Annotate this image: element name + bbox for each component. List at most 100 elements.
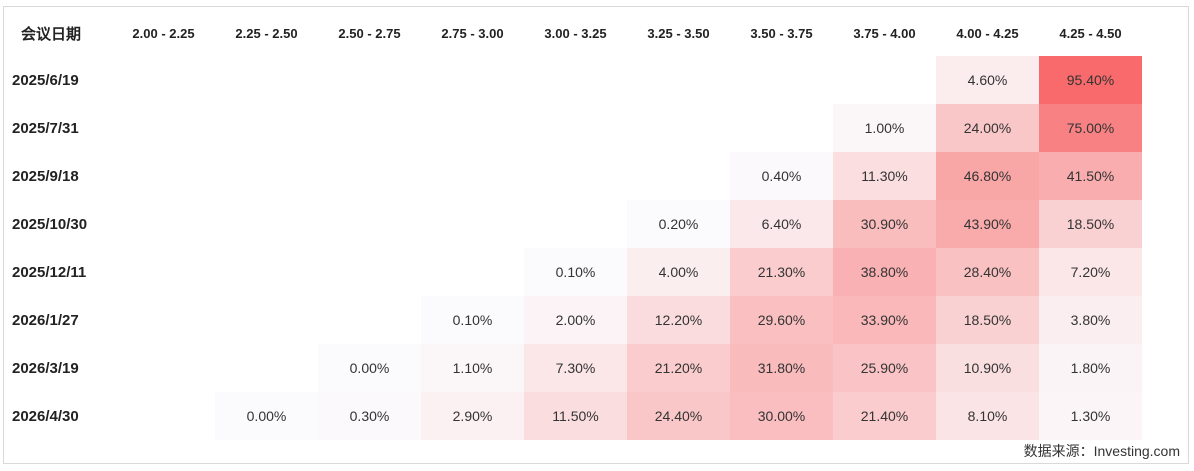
- heatmap-cell: 0.40%: [730, 152, 833, 200]
- heatmap-cell: 21.40%: [833, 392, 936, 440]
- heatmap-cell: 7.30%: [524, 344, 627, 392]
- heatmap-cell: 1.00%: [833, 104, 936, 152]
- row-header: 2025/6/19: [12, 71, 79, 89]
- heatmap-cell: [318, 56, 421, 104]
- heatmap-cell: [524, 104, 627, 152]
- heatmap-cell: 21.20%: [627, 344, 730, 392]
- source-note: 数据来源：Investing.com: [1023, 443, 1180, 459]
- heatmap-cell: 0.10%: [421, 296, 524, 344]
- heatmap-cell: [730, 56, 833, 104]
- heatmap-cell: [215, 200, 318, 248]
- heatmap-cell: 4.60%: [936, 56, 1039, 104]
- heatmap-cell: 11.50%: [524, 392, 627, 440]
- column-header: 4.25 - 4.50: [1059, 26, 1122, 41]
- heatmap-cell: [318, 200, 421, 248]
- table-row: 2026/4/30 0.00% 0.30% 2.90% 11.50% 24.40% 30.0…: [7, 392, 1142, 440]
- column-header: 3.00 - 3.25: [544, 26, 607, 41]
- heatmap-cell: 29.60%: [730, 296, 833, 344]
- heatmap-cell: [112, 344, 215, 392]
- heatmap-cell: [215, 344, 318, 392]
- heatmap-cell: [524, 152, 627, 200]
- heatmap-cell: [627, 104, 730, 152]
- row-header: 2026/3/19: [12, 359, 79, 377]
- corner-label: 会议日期: [21, 26, 82, 43]
- heatmap-cell: [112, 56, 215, 104]
- heatmap-cell: 31.80%: [730, 344, 833, 392]
- heatmap-cell: 28.40%: [936, 248, 1039, 296]
- header-row: 会议日期 2.00 - 2.25 2.25 - 2.50 2.50 - 2.75 2.…: [7, 11, 1142, 56]
- heatmap-cell: [112, 296, 215, 344]
- heatmap-cell: 43.90%: [936, 200, 1039, 248]
- heatmap-body: 2025/6/19 4.60% 95.40% 2025/7/31 1.00% 24.00%…: [7, 56, 1142, 440]
- table-row: 2025/7/31 1.00% 24.00% 75.00%: [7, 104, 1142, 152]
- heatmap-cell: [833, 56, 936, 104]
- heatmap-cell: [318, 296, 421, 344]
- heatmap-cell: [421, 152, 524, 200]
- heatmap-cell: 0.00%: [318, 344, 421, 392]
- column-header: 3.25 - 3.50: [647, 26, 710, 41]
- heatmap-cell: [318, 248, 421, 296]
- heatmap-cell: [524, 200, 627, 248]
- table-row: 2025/12/11 0.10% 4.00% 21.30% 38.80% 28.40% 7.…: [7, 248, 1142, 296]
- heatmap-cell: 3.80%: [1039, 296, 1142, 344]
- table-row: 2025/10/30 0.20% 6.40% 30.90% 43.90% 18.50%: [7, 200, 1142, 248]
- column-header: 2.50 - 2.75: [338, 26, 401, 41]
- heatmap-cell: [627, 152, 730, 200]
- heatmap-cell: [421, 200, 524, 248]
- heatmap-cell: 24.40%: [627, 392, 730, 440]
- heatmap-cell: [112, 200, 215, 248]
- heatmap-cell: [215, 104, 318, 152]
- heatmap-cell: 0.20%: [627, 200, 730, 248]
- heatmap-cell: 0.00%: [215, 392, 318, 440]
- heatmap-cell: [627, 56, 730, 104]
- heatmap-cell: [524, 56, 627, 104]
- row-header: 2025/10/30: [12, 215, 88, 233]
- heatmap-cell: 2.00%: [524, 296, 627, 344]
- heatmap-cell: [112, 248, 215, 296]
- heatmap-cell: 6.40%: [730, 200, 833, 248]
- heatmap-cell: [421, 56, 524, 104]
- heatmap-cell: 95.40%: [1039, 56, 1142, 104]
- heatmap-cell: [318, 104, 421, 152]
- heatmap-cell: 21.30%: [730, 248, 833, 296]
- heatmap-cell: 12.20%: [627, 296, 730, 344]
- heatmap-cell: [215, 248, 318, 296]
- probability-heatmap: 会议日期 2.00 - 2.25 2.25 - 2.50 2.50 - 2.75 2.…: [7, 11, 1142, 440]
- heatmap-cell: 30.90%: [833, 200, 936, 248]
- column-header: 2.75 - 3.00: [441, 26, 504, 41]
- heatmap-cell: 18.50%: [1039, 200, 1142, 248]
- column-header: 3.50 - 3.75: [750, 26, 813, 41]
- heatmap-cell: 25.90%: [833, 344, 936, 392]
- row-header: 2025/7/31: [12, 119, 79, 137]
- heatmap-cell: [112, 104, 215, 152]
- column-header: 3.75 - 4.00: [853, 26, 916, 41]
- heatmap-cell: 2.90%: [421, 392, 524, 440]
- heatmap-cell: [215, 152, 318, 200]
- column-header: 4.00 - 4.25: [956, 26, 1019, 41]
- heatmap-cell: 0.10%: [524, 248, 627, 296]
- heatmap-cell: 46.80%: [936, 152, 1039, 200]
- table-row: 2026/1/27 0.10% 2.00% 12.20% 29.60% 33.90% 18.…: [7, 296, 1142, 344]
- heatmap-cell: 8.10%: [936, 392, 1039, 440]
- row-header: 2026/4/30: [12, 407, 79, 425]
- heatmap-cell: [730, 104, 833, 152]
- column-header: 2.00 - 2.25: [132, 26, 195, 41]
- heatmap-cell: [215, 56, 318, 104]
- heatmap-cell: 1.80%: [1039, 344, 1142, 392]
- heatmap-cell: 30.00%: [730, 392, 833, 440]
- row-header: 2026/1/27: [12, 311, 79, 329]
- row-header: 2025/9/18: [12, 167, 79, 185]
- heatmap-cell: 1.10%: [421, 344, 524, 392]
- table-row: 2025/6/19 4.60% 95.40%: [7, 56, 1142, 104]
- heatmap-cell: 1.30%: [1039, 392, 1142, 440]
- heatmap-cell: [112, 152, 215, 200]
- heatmap-cell: 75.00%: [1039, 104, 1142, 152]
- heatmap-cell: [421, 248, 524, 296]
- heatmap-cell: 24.00%: [936, 104, 1039, 152]
- heatmap-cell: [421, 104, 524, 152]
- table-row: 2026/3/19 0.00% 1.10% 7.30% 21.20% 31.80% 25.9…: [7, 344, 1142, 392]
- heatmap-cell: 33.90%: [833, 296, 936, 344]
- heatmap-cell: 38.80%: [833, 248, 936, 296]
- heatmap-cell: 0.30%: [318, 392, 421, 440]
- heatmap-cell: 18.50%: [936, 296, 1039, 344]
